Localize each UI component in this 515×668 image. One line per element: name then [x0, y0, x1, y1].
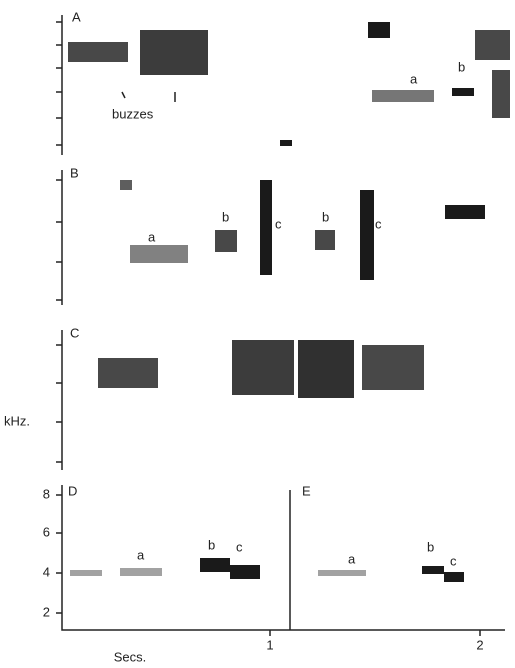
- annotation: a: [148, 229, 156, 244]
- annotation: b: [458, 59, 465, 74]
- panel-label: C: [70, 325, 79, 340]
- panel-label: D: [68, 483, 77, 498]
- panel-c: C: [56, 325, 424, 470]
- y-axis-label: kHz.: [4, 413, 30, 428]
- x-axis-label: Secs.: [114, 649, 147, 664]
- annotation: b: [322, 209, 329, 224]
- annotation: b: [208, 537, 215, 552]
- panel-label: E: [302, 483, 311, 498]
- annotation: c: [275, 216, 282, 231]
- y-tick-label: 2: [43, 604, 50, 619]
- annotation: a: [348, 551, 356, 566]
- panel-a: A a b buzzes: [56, 9, 510, 155]
- annotation: b: [222, 209, 229, 224]
- annotation: c: [236, 539, 243, 554]
- y-tick-label: 4: [43, 564, 50, 579]
- annotation: a: [137, 547, 145, 562]
- annotation: c: [375, 216, 382, 231]
- x-tick-label: 2: [476, 637, 483, 652]
- y-tick-label: 6: [43, 524, 50, 539]
- panel-d-e: D E 8 6 4 2 1 2 Secs. a b c a b c: [43, 483, 505, 664]
- y-tick-label: 8: [43, 486, 50, 501]
- x-tick-label: 1: [266, 637, 273, 652]
- panel-b: B a b c b c: [56, 165, 485, 305]
- annotation: buzzes: [112, 106, 154, 121]
- annotation: b: [427, 539, 434, 554]
- annotation: c: [450, 553, 457, 568]
- panel-label: A: [72, 9, 81, 24]
- annotation: a: [410, 71, 418, 86]
- panel-label: B: [70, 165, 79, 180]
